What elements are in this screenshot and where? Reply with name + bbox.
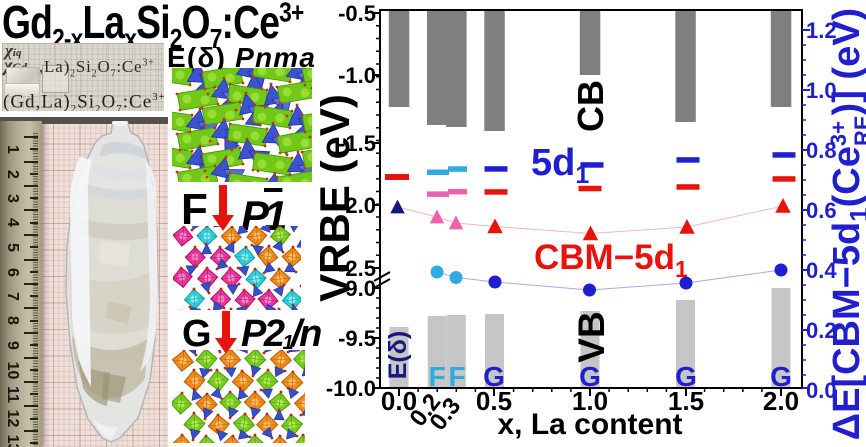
svg-text:-2.5: -2.5 [338,256,376,281]
svg-text:0.8: 0.8 [806,138,837,163]
svg-text:x, La content: x, La content [497,408,682,441]
svg-text:G: G [770,361,792,392]
svg-text:VRBE (eV): VRBE (eV) [320,94,358,302]
svg-text:F: F [448,361,465,392]
svg-text:G: G [579,361,601,392]
svg-text:0.2: 0.2 [806,318,837,343]
svg-text:5d1: 5d1 [531,142,589,189]
svg-text:E(δ): E(δ) [384,331,412,380]
svg-text:CBM−5d1: CBM−5d1 [534,238,688,282]
svg-text:CB: CB [570,80,611,132]
svg-text:F: F [428,361,445,392]
svg-text:0.4: 0.4 [806,258,837,283]
svg-text:-9.0: -9.0 [338,276,376,301]
svg-text:G: G [483,361,505,392]
svg-text:1.5: 1.5 [668,386,704,416]
svg-text:0.0: 0.0 [381,386,417,416]
svg-text:-10.0: -10.0 [326,376,376,401]
svg-text:2.0: 2.0 [763,386,799,416]
svg-text:VB: VB [571,311,612,362]
svg-text:-2.0: -2.0 [338,193,376,218]
svg-text:1.0: 1.0 [572,386,608,416]
svg-text:-1.5: -1.5 [338,131,376,156]
svg-text:0.0: 0.0 [806,378,837,403]
svg-text:-1.0: -1.0 [338,63,376,88]
svg-text:-9.5: -9.5 [338,326,376,351]
svg-text:0.5: 0.5 [476,386,512,416]
svg-text:0.6: 0.6 [806,198,837,223]
svg-text:G: G [675,361,697,392]
svg-text:-0.5: -0.5 [338,1,376,26]
svg-text:1.2: 1.2 [806,18,837,43]
svg-text:1.0: 1.0 [806,78,837,103]
svg-text:ΔE[CBM−5d1(Ce3+RE)] (eV): ΔE[CBM−5d1(Ce3+RE)] (eV) [826,8,866,440]
